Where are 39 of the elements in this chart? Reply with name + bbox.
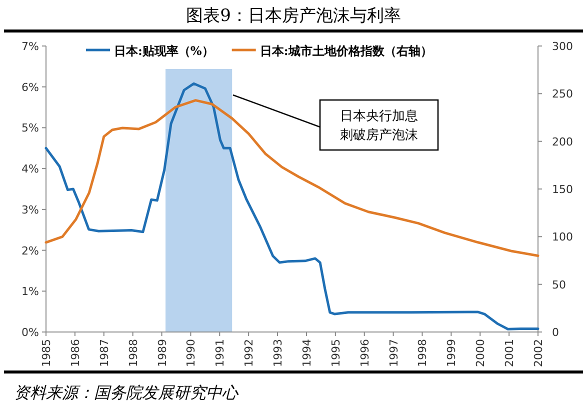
y2-tick-label: 100 (552, 230, 573, 244)
y-tick-label: 3% (22, 203, 39, 216)
x-tick-label: 2002 (532, 339, 545, 367)
legend-label: 日本:贴现率（%） (114, 44, 214, 58)
x-tick-label: 1991 (214, 339, 227, 367)
x-tick-label: 1985 (40, 339, 53, 367)
y2-tick-label: 250 (552, 88, 573, 101)
x-tick-label: 1986 (68, 339, 82, 367)
x-tick-label: 1989 (156, 339, 169, 367)
x-tick-label: 1997 (387, 339, 400, 367)
y-tick-label: 1% (22, 285, 39, 298)
y2-tick-label: 200 (552, 135, 573, 148)
y-tick-label: 6% (22, 80, 39, 94)
x-tick-label: 1987 (98, 339, 111, 367)
legend-label: 日本:城市土地价格指数（右轴） (260, 44, 432, 58)
y2-tick-label: 50 (552, 278, 566, 292)
x-tick-label: 1999 (445, 339, 458, 367)
annotation: 日本央行加息刺破房产泡沫 (340, 109, 418, 143)
x-tick-label: 1993 (272, 339, 285, 367)
y-tick-label: 4% (22, 162, 39, 176)
x-tick-label: 1998 (416, 339, 430, 367)
x-tick-label: 2001 (503, 339, 516, 367)
text: 资料来源：国务院发展研究中心 (14, 383, 239, 402)
y2-tick-label: 150 (552, 183, 573, 196)
x-tick-label: 1994 (300, 339, 314, 367)
y-tick-label: 7% (22, 40, 39, 53)
x-tick-label: 1996 (358, 339, 372, 367)
y-tick-label: 2% (22, 244, 39, 258)
y-tick-label: 0% (22, 326, 39, 339)
x-tick-label: 2000 (474, 339, 488, 367)
line-series (44, 99, 540, 257)
chart-title: 图表9：日本房产泡沫与利率 (186, 6, 401, 26)
y2-tick-label: 0 (552, 326, 559, 339)
x-tick-label: 1988 (126, 339, 140, 367)
x-tick-label: 1990 (184, 339, 198, 367)
x-tick-label: 1992 (242, 339, 256, 367)
x-tick-label: 1995 (329, 339, 342, 367)
y2-tick-label: 300 (552, 40, 573, 53)
y-tick-label: 5% (22, 122, 39, 135)
